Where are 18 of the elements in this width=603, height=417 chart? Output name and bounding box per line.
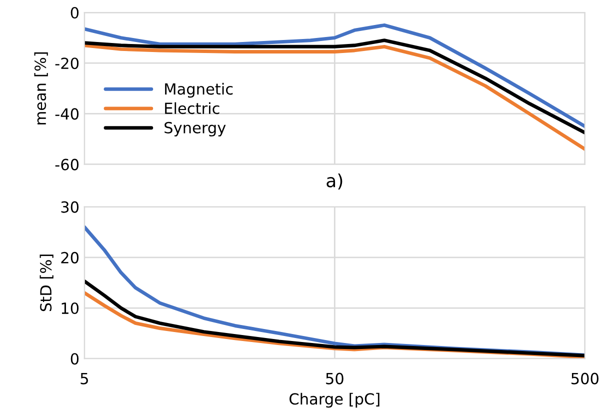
y-tick-label: 30 — [61, 201, 79, 213]
y-tick-label: 10 — [62, 302, 79, 314]
x-tick-label: 5 — [80, 372, 88, 384]
y-tick-label: -40 — [55, 108, 79, 120]
y-tick-label: -60 — [55, 158, 79, 170]
x-axis-title: Charge [pC] — [290, 392, 380, 408]
legend-label: Synergy — [164, 122, 226, 136]
y-axis-title: mean [%] — [34, 52, 48, 124]
y-tick-label: 0 — [70, 353, 79, 365]
y-tick-label: 20 — [61, 252, 79, 264]
x-tick-label: 50 — [326, 372, 344, 384]
y-tick-label: 0 — [70, 6, 79, 19]
legend-label: Magnetic — [165, 82, 233, 98]
x-tick-label: 500 — [572, 372, 598, 384]
text: a) — [326, 173, 342, 190]
y-axis-title: StD [%] — [40, 254, 54, 312]
y-tick-label: -20 — [55, 58, 79, 70]
legend-label: Electric — [165, 102, 220, 114]
